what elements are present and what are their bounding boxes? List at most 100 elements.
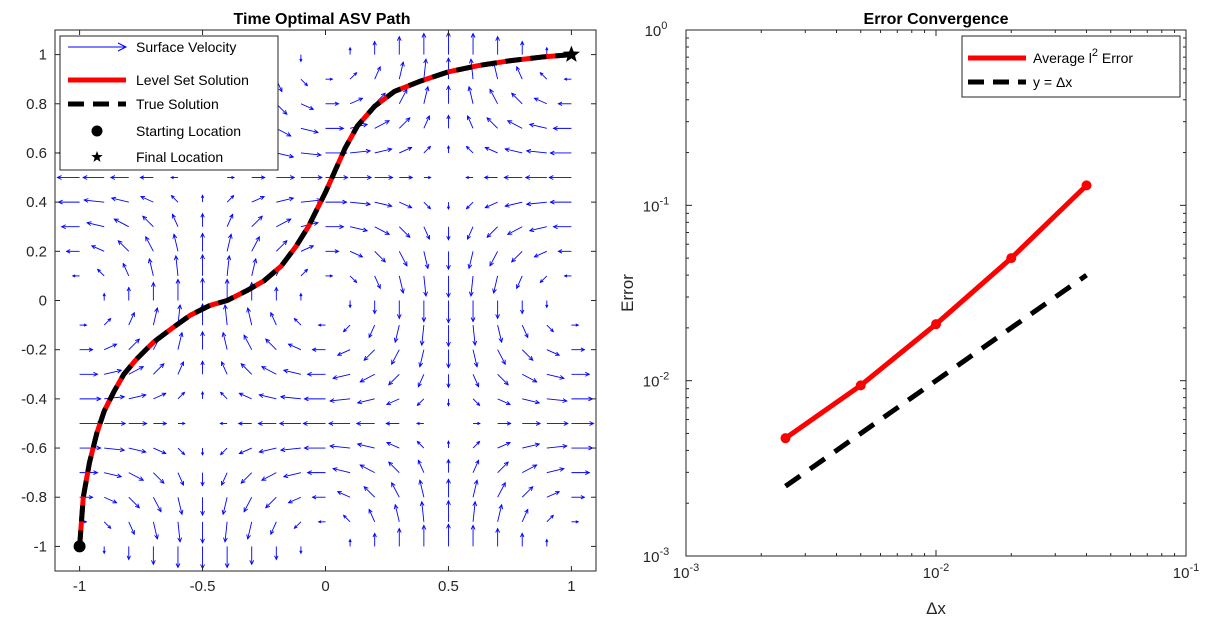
velocity-arrow-head xyxy=(484,204,490,209)
velocity-arrow-head xyxy=(311,495,317,500)
velocity-arrow-shaft xyxy=(177,472,184,486)
velocity-arrow-head xyxy=(83,323,88,327)
velocity-arrow-head xyxy=(135,338,141,344)
legend-label-true-solution: True Solution xyxy=(136,96,219,112)
velocity-arrow-shaft xyxy=(534,250,548,258)
velocity-arrow-head xyxy=(548,175,554,180)
velocity-arrow-head xyxy=(555,351,561,356)
velocity-arrow-head xyxy=(446,440,451,444)
velocity-arrow-head xyxy=(332,467,338,472)
velocity-arrow-shaft xyxy=(497,482,506,498)
velocity-arrow-head xyxy=(575,323,580,327)
left-chart-title: Time Optimal ASV Path xyxy=(234,11,411,28)
left-y-axis-ticks: -1 -0.8 -0.6 -0.4 -0.2 0 0.2 0.4 0.6 0.8 1 xyxy=(21,47,596,555)
velocity-arrow-head xyxy=(557,249,563,254)
velocity-arrow-head xyxy=(446,383,451,389)
velocity-arrow-head xyxy=(353,71,358,76)
y-tick-label-base: 10 xyxy=(643,374,660,391)
velocity-arrow-shaft xyxy=(398,275,404,294)
velocity-arrow-head xyxy=(135,503,141,509)
velocity-arrow-shaft xyxy=(511,92,523,105)
velocity-arrow-shaft xyxy=(388,461,400,473)
velocity-arrow-head xyxy=(329,443,335,449)
velocity-arrow-head xyxy=(532,378,538,383)
velocity-arrow-shaft xyxy=(466,146,474,154)
velocity-arrow-shaft xyxy=(466,201,474,209)
velocity-arrow-head xyxy=(112,343,118,348)
legend-label-y-equals-dx: y = Δx xyxy=(1033,74,1072,90)
velocity-arrow-head xyxy=(372,309,377,315)
velocity-arrow-head xyxy=(332,375,338,380)
velocity-arrow-shaft xyxy=(276,127,292,137)
x-tick-label: -0.5 xyxy=(190,578,216,595)
velocity-arrow-head xyxy=(466,234,471,241)
velocity-arrow-shaft xyxy=(507,226,523,235)
velocity-arrow-head xyxy=(274,555,279,561)
velocity-arrow-head xyxy=(365,148,372,154)
velocity-arrow-head xyxy=(372,40,377,46)
velocity-arrow-head xyxy=(252,257,258,264)
y-tick-label: 10-2 xyxy=(643,371,669,391)
velocity-arrow-head xyxy=(407,204,413,209)
velocity-arrow-head xyxy=(505,441,511,446)
velocity-arrow-shaft xyxy=(522,464,537,474)
x-tick-label: 10-3 xyxy=(673,562,699,582)
velocity-arrow-head xyxy=(348,46,352,51)
error-series xyxy=(780,180,1092,489)
velocity-arrow-shaft xyxy=(497,461,509,473)
x-tick-label: 10-2 xyxy=(923,562,949,582)
velocity-arrow-head xyxy=(265,338,271,344)
velocity-arrow-head xyxy=(329,274,334,278)
velocity-arrow-shaft xyxy=(84,199,105,203)
velocity-arrow-head xyxy=(380,257,386,263)
velocity-arrow-shaft xyxy=(357,398,375,404)
velocity-arrow-head xyxy=(177,537,183,543)
velocity-arrow-head xyxy=(157,507,162,513)
velocity-arrow-head xyxy=(356,399,363,405)
velocity-arrow-shaft xyxy=(505,148,523,154)
starting-location-marker xyxy=(73,540,86,553)
velocity-arrow-head xyxy=(316,152,322,158)
velocity-arrow-head xyxy=(116,368,123,374)
velocity-arrow-shaft xyxy=(546,349,560,356)
legend-label-final-location: Final Location xyxy=(136,149,223,165)
velocity-arrow-head xyxy=(287,499,293,504)
velocity-arrow-shaft xyxy=(522,443,540,449)
velocity-arrow-head xyxy=(388,380,394,386)
velocity-arrow-head xyxy=(424,85,430,92)
velocity-arrow-shaft xyxy=(472,480,478,498)
velocity-arrow-head xyxy=(405,232,411,238)
velocity-arrow-head xyxy=(575,520,580,524)
velocity-arrow-head xyxy=(403,88,408,94)
velocity-arrow-shaft xyxy=(374,148,392,154)
velocity-arrow-head xyxy=(329,398,335,403)
velocity-arrow-head xyxy=(343,175,349,180)
velocity-arrow-shaft xyxy=(332,468,351,474)
velocity-arrow-head xyxy=(396,35,402,41)
velocity-arrow-head xyxy=(446,318,451,324)
velocity-arrow-head xyxy=(416,440,421,445)
velocity-arrow-head xyxy=(303,445,309,451)
velocity-arrow-head xyxy=(465,175,469,180)
path-series xyxy=(77,52,572,547)
velocity-arrow-head xyxy=(355,421,362,426)
velocity-arrow-head xyxy=(270,311,275,317)
legend-item-y-equals-dx: y = Δx xyxy=(968,74,1072,90)
velocity-arrow-shaft xyxy=(423,86,429,104)
velocity-arrow-shaft xyxy=(349,226,368,232)
velocity-arrow-head xyxy=(446,403,451,407)
velocity-arrow-head xyxy=(60,224,66,230)
velocity-arrow-head xyxy=(175,278,181,284)
velocity-arrow-shaft xyxy=(546,514,554,523)
y-tick-label: 100 xyxy=(645,20,668,40)
velocity-arrow-head xyxy=(258,393,264,399)
velocity-arrow-shaft xyxy=(343,324,351,332)
velocity-arrow-head xyxy=(161,450,167,455)
velocity-arrow-head xyxy=(159,478,165,484)
velocity-arrow-head xyxy=(365,201,372,207)
velocity-arrow-shaft xyxy=(226,255,230,276)
velocity-arrow-head xyxy=(249,560,255,566)
average-error-point xyxy=(780,433,791,444)
velocity-arrow-head xyxy=(178,331,184,338)
velocity-arrow-head xyxy=(293,525,298,530)
